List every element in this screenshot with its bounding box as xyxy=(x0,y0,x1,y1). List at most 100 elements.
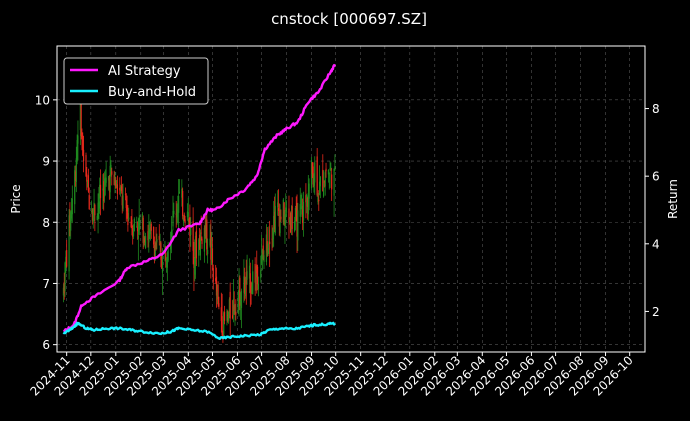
candle-body xyxy=(161,259,163,269)
candle-body xyxy=(272,230,274,240)
candle-body xyxy=(137,235,139,239)
candle-body xyxy=(231,315,234,318)
candle-body xyxy=(120,185,123,191)
candle-body xyxy=(226,310,228,321)
candle-body xyxy=(136,226,138,228)
candle-body xyxy=(64,262,66,291)
candle-body xyxy=(215,276,218,296)
candle-body xyxy=(212,268,214,282)
candle-body xyxy=(266,241,268,253)
candle-body xyxy=(198,234,201,250)
candle-body xyxy=(147,231,149,241)
candle-body xyxy=(201,238,203,244)
candle-body xyxy=(245,272,247,285)
candle-body xyxy=(99,184,101,199)
candle-body xyxy=(77,135,79,144)
candle-body xyxy=(80,89,82,136)
candle-body xyxy=(331,174,333,190)
candle-body xyxy=(217,284,219,300)
candle-body xyxy=(149,226,152,235)
candle-body xyxy=(324,172,326,187)
candle-body xyxy=(87,180,89,187)
candle-body xyxy=(144,238,146,243)
candle-body xyxy=(69,220,71,229)
candle-body xyxy=(160,242,162,260)
candle-body xyxy=(65,256,67,268)
candle-body xyxy=(192,221,194,251)
candle-body xyxy=(329,168,331,171)
candle-body xyxy=(195,230,197,259)
candle-body xyxy=(288,208,290,223)
candle-body xyxy=(307,193,309,215)
candle-body xyxy=(269,241,271,245)
candle-body xyxy=(223,312,225,335)
candle-body xyxy=(285,211,288,213)
candle-body xyxy=(161,253,164,273)
candle-body xyxy=(256,264,258,274)
candle-body xyxy=(125,199,127,208)
candle-body xyxy=(176,209,178,218)
candle-body xyxy=(207,250,209,255)
candle-body xyxy=(215,278,217,282)
candle-body xyxy=(124,193,127,195)
candle-body xyxy=(194,258,196,275)
candle-body xyxy=(171,233,173,235)
candle-body xyxy=(170,231,172,237)
candle-body xyxy=(302,209,304,223)
candle-body xyxy=(102,188,104,191)
candle-body xyxy=(68,215,70,272)
candle-body xyxy=(323,180,326,183)
candle-body xyxy=(209,238,211,246)
candle-body xyxy=(63,281,65,294)
candle-body xyxy=(274,205,276,233)
candle-body xyxy=(249,273,251,293)
y-tick-label-left: 7 xyxy=(42,277,50,291)
candle-body xyxy=(184,219,186,223)
ai-strategy-line xyxy=(63,64,337,333)
candle-body xyxy=(297,210,299,241)
candle-body xyxy=(187,212,189,217)
candle-body xyxy=(81,132,83,138)
candle-body xyxy=(121,196,123,206)
candle-body xyxy=(164,245,166,252)
candle-body xyxy=(243,276,245,293)
candle-body xyxy=(277,202,279,208)
candle-body xyxy=(167,250,169,261)
candle-body xyxy=(244,276,247,297)
candle-body xyxy=(300,207,302,209)
candle-body xyxy=(198,239,200,256)
candle-body xyxy=(82,149,85,162)
candle-body xyxy=(299,203,301,217)
return-series xyxy=(62,64,337,340)
candle-body xyxy=(71,198,73,215)
candle-body xyxy=(232,299,234,315)
candle-body xyxy=(313,176,315,186)
candle-body xyxy=(131,219,133,228)
candle-body xyxy=(199,232,201,256)
candle-body xyxy=(132,231,135,237)
candle-body xyxy=(233,305,235,312)
candle-body xyxy=(82,135,84,156)
candle-body xyxy=(166,256,168,268)
candle-body xyxy=(142,217,144,243)
candle-body xyxy=(305,195,307,203)
candle-body xyxy=(282,199,284,223)
candle-body xyxy=(228,299,230,313)
y-tick-label-left: 10 xyxy=(35,93,50,107)
candle-body xyxy=(294,207,297,222)
y-tick-label-left: 9 xyxy=(42,155,50,169)
candle-body xyxy=(235,311,237,315)
buy-and-hold-line xyxy=(62,321,336,340)
candle-body xyxy=(327,169,330,175)
candle-body xyxy=(122,195,124,209)
candle-body xyxy=(296,202,298,237)
candle-body xyxy=(97,202,99,218)
candle-body xyxy=(96,215,98,221)
candle-body xyxy=(169,242,172,250)
candle-body xyxy=(93,202,95,211)
candle-body xyxy=(216,291,218,299)
candle-body xyxy=(237,295,239,313)
candle-body xyxy=(200,232,202,234)
candle-body xyxy=(322,169,324,192)
candle-body xyxy=(88,195,90,210)
